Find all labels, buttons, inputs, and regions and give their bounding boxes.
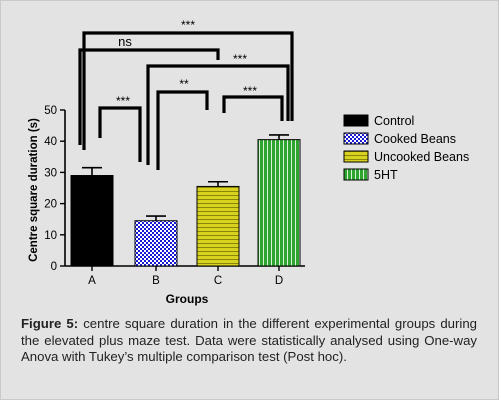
significance-bracket: [222, 95, 284, 121]
caption-text: centre square duration in the different …: [21, 316, 477, 364]
y-tick-label: 20: [44, 199, 57, 211]
significance-label: ns: [118, 34, 132, 49]
x-tick-label: C: [214, 275, 222, 287]
significance-label: ***: [233, 52, 247, 66]
bars: [70, 134, 301, 267]
y-tick-label: 50: [44, 105, 57, 117]
legend-label: Uncooked Beans: [374, 150, 469, 164]
significance-label: ***: [181, 18, 195, 32]
significance-bracket: [82, 31, 294, 150]
bar: [70, 175, 114, 267]
significance-bracket: [146, 64, 290, 165]
x-tick-label: A: [88, 275, 96, 287]
y-tick-label: 10: [44, 230, 57, 242]
bar: [257, 139, 301, 267]
significance-bracket: [156, 90, 209, 170]
figure-caption: Figure 5: centre square duration in the …: [21, 316, 477, 366]
significance-bracket: [98, 106, 142, 162]
significance-label: ***: [243, 84, 257, 98]
y-tick-label: 40: [44, 136, 57, 148]
figure-label: Figure 5:: [21, 316, 79, 331]
legend: Control Cooked Beans Uncooked Beans 5HT: [343, 114, 469, 182]
significance-label: **: [179, 77, 189, 91]
bar: [196, 185, 240, 267]
legend-label: Control: [374, 114, 414, 128]
legend-label: Cooked Beans: [374, 132, 456, 146]
significance-brackets: ***ns******** ***: [78, 18, 294, 170]
x-tick-label: B: [152, 275, 160, 287]
y-axis-title: Centre square duration (s): [28, 118, 40, 262]
significance-bracket: [78, 48, 220, 145]
x-axis-title: Groups: [166, 292, 209, 306]
x-tick-label: D: [275, 275, 283, 287]
legend-swatch: [343, 114, 369, 127]
legend-label: 5HT: [374, 168, 398, 182]
significance-label: ***: [116, 94, 130, 108]
bar: [134, 220, 178, 267]
legend-swatch: [343, 168, 369, 181]
legend-swatch: [343, 150, 369, 163]
legend-swatch: [343, 132, 369, 145]
y-tick-label: 30: [44, 167, 57, 179]
y-tick-label: 0: [51, 261, 57, 273]
